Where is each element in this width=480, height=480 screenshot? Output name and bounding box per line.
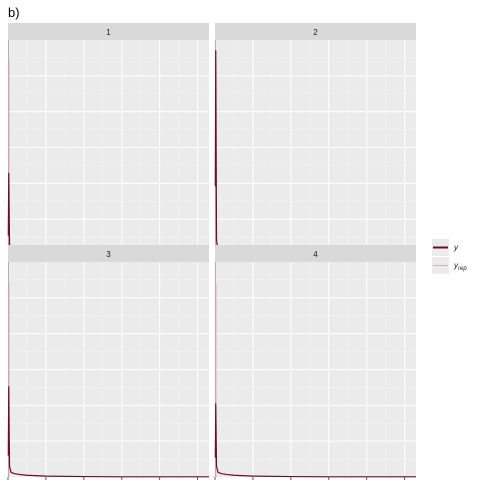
figure-label: b)	[8, 5, 20, 20]
facet-strip	[215, 23, 416, 40]
legend-label-text: y	[453, 261, 459, 270]
legend-key-y	[432, 239, 449, 256]
legend-label-subscript: rep	[458, 266, 467, 272]
y-density-line	[7, 386, 209, 478]
facet-panel-4: 4	[214, 245, 416, 478]
facet-strip-label: 1	[106, 28, 111, 37]
facet-strip-label: 3	[106, 250, 111, 259]
facet-strip-label: 2	[313, 28, 318, 37]
facet-strip	[8, 23, 209, 40]
legend-label-text: y	[453, 243, 459, 252]
legend-label-yrep: yrep	[453, 261, 467, 272]
facet-panel-1: 1	[7, 23, 209, 256]
facet-strip	[215, 245, 416, 262]
facet-strip	[8, 245, 209, 262]
y-density-line	[214, 403, 416, 478]
facet-strip-label: 4	[313, 250, 318, 259]
legend-label-y: y	[453, 243, 459, 252]
legend-key-yrep	[432, 257, 449, 274]
facet-panels: 1 2 3 4	[7, 23, 416, 478]
facet-panel-3: 3	[7, 245, 209, 478]
facet-panel-2: 2	[214, 23, 416, 256]
